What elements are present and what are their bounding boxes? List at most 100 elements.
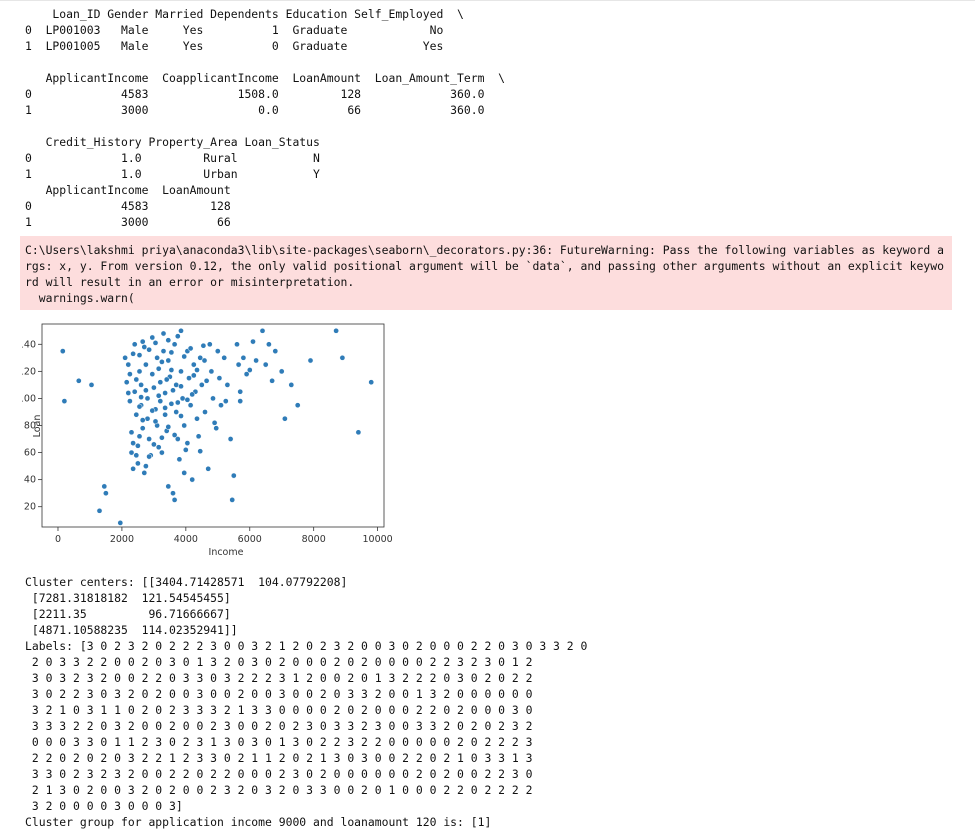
scatter-point [127, 371, 133, 377]
y-tick-label: 40 [24, 475, 36, 486]
scatter-point [202, 409, 208, 415]
scatter-point [174, 399, 181, 406]
scatter-point [195, 433, 202, 440]
scatter-point [96, 507, 103, 514]
scatter-point [229, 497, 236, 503]
scatter-point [227, 436, 234, 442]
scatter-point [173, 409, 180, 415]
scatter-point [165, 483, 172, 490]
scatter-point [246, 367, 253, 373]
scatter-point [174, 333, 181, 340]
scatter-point [208, 368, 215, 375]
scatter-point [173, 382, 180, 388]
scatter-point [138, 382, 144, 388]
scatter-point [197, 448, 204, 455]
scatter-point [125, 361, 132, 368]
scatter-point [157, 379, 164, 386]
scatter-point [139, 338, 146, 345]
y-tick-label: 140 [22, 339, 36, 350]
df4-row-0: 0 4583 128 [25, 199, 231, 213]
scatter-point [127, 398, 133, 404]
scatter-point [355, 429, 362, 436]
scatter-point [288, 382, 295, 388]
scatter-point [181, 422, 188, 429]
scatter-point [157, 398, 164, 404]
scatter-point [152, 418, 159, 425]
scatter-point [151, 441, 157, 448]
scatter-point [123, 379, 130, 386]
df1-header: Loan_ID Gender Married Dependents Educat… [25, 7, 464, 21]
scatter-point [237, 388, 244, 395]
x-tick-label: 6000 [238, 534, 262, 545]
scatter-point [190, 372, 197, 379]
scatter-point [125, 390, 132, 396]
y-tick-label: 80 [24, 421, 36, 432]
x-tick-label: 4000 [174, 534, 198, 545]
scatter-point [139, 425, 146, 432]
scatter-point [278, 368, 285, 375]
plot-frame [41, 323, 385, 528]
scatter-point [130, 350, 136, 357]
scatter-point [144, 415, 151, 422]
scatter-point [152, 340, 159, 346]
scatter-point [135, 460, 141, 467]
scatter-point [262, 361, 269, 368]
df3-row-0: 0 1.0 Rural N [25, 151, 320, 165]
scatter-point [154, 354, 160, 361]
scatter-point [149, 371, 156, 377]
scatter-point [187, 402, 194, 409]
scatter-point [144, 395, 151, 402]
scatter-point [61, 398, 68, 404]
scatter-point [170, 490, 176, 497]
scatter-point [59, 348, 66, 354]
scatter-point [162, 405, 168, 411]
scatter-point [171, 432, 178, 438]
scatter-point [178, 368, 184, 375]
dataframe-output-1: Loan_ID Gender Married Dependents Educat… [25, 6, 464, 54]
scatter-point [179, 395, 186, 402]
scatter-point [136, 403, 143, 410]
scatter-point [101, 483, 108, 490]
dataframe-output-2: ApplicantIncome CoapplicantIncome LoanAm… [25, 70, 505, 118]
scatter-point [128, 429, 135, 436]
scatter-point [221, 354, 228, 361]
scatter-point [184, 396, 191, 403]
scatter-point [146, 346, 152, 353]
axis-ticks: 0 2000 4000 6000 8000 10000 20 40 60 80 100 120 140 [22, 339, 393, 545]
df2-row-0: 0 4583 1508.0 128 360.0 [25, 87, 485, 101]
scatter-point [168, 400, 175, 407]
scatter-point [224, 382, 231, 388]
df4-header: ApplicantIncome LoanAmount [25, 183, 231, 197]
scatter-point [266, 341, 272, 348]
scatter-point [178, 327, 184, 334]
scatter-point [143, 361, 149, 368]
warning-text: C:\Users\lakshmi priya\anaconda3\lib\sit… [25, 243, 944, 305]
scatter-point [170, 387, 176, 394]
cluster-output: Cluster centers: [[3404.71428571 104.077… [25, 575, 588, 829]
scatter-point [200, 342, 207, 349]
scatter-point [240, 354, 247, 361]
scatter-point [178, 383, 184, 390]
scatter-point [189, 391, 196, 398]
y-tick-label: 100 [22, 393, 36, 404]
scatter-point [222, 398, 229, 404]
scatter-point [130, 440, 136, 446]
scatter-point [165, 424, 172, 430]
scatter-point [168, 367, 175, 373]
scatter-point [133, 452, 140, 459]
scatter-point [190, 361, 197, 368]
scatter-point [182, 447, 189, 453]
scatter-point [243, 371, 250, 377]
scatter-point [203, 377, 210, 384]
scatter-point [141, 344, 148, 350]
scatter-point [122, 354, 128, 361]
scatter-point [368, 379, 375, 386]
y-tick-label: 20 [24, 502, 36, 513]
scatter-point [155, 392, 162, 399]
scatter-point [235, 361, 242, 368]
cell-divider [0, 0, 975, 1]
scatter-point [139, 417, 146, 423]
x-tick-label: 2000 [110, 534, 134, 545]
scatter-point [201, 357, 208, 364]
scatter-point [216, 375, 223, 381]
